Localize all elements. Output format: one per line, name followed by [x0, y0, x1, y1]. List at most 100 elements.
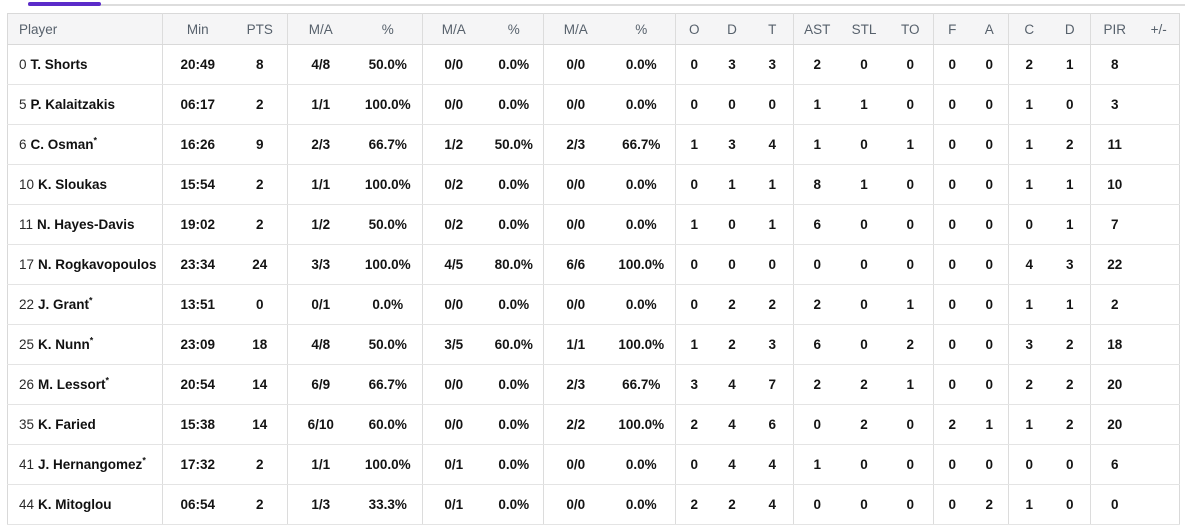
- player-number: 26: [19, 377, 35, 392]
- stat-cell-reb-d: 2: [712, 284, 752, 325]
- column-header-dunks-d: D: [1049, 13, 1091, 45]
- player-cell[interactable]: 6 C. Osman*: [7, 124, 163, 165]
- stat-cell-ft-ma: 2/3: [543, 124, 608, 165]
- stat-cell-reb-t: 0: [751, 244, 794, 285]
- player-cell[interactable]: 44 K. Mitoglou: [7, 484, 163, 525]
- player-cell[interactable]: 41 J. Hernangomez*: [7, 444, 163, 485]
- stat-cell-ast: 6: [793, 324, 841, 365]
- stat-cell-ft-ma: 0/0: [543, 444, 608, 485]
- stat-cell-pir: 20: [1090, 404, 1139, 445]
- player-name[interactable]: K. Mitoglou: [38, 497, 112, 512]
- stat-cell-dunks-d: 1: [1049, 164, 1091, 205]
- player-name[interactable]: K. Sloukas: [38, 177, 108, 192]
- player-name[interactable]: J. Grant: [38, 297, 90, 312]
- stat-cell-dunks-d: 1: [1049, 284, 1091, 325]
- stat-cell-ft-ma: 0/0: [543, 484, 608, 525]
- player-row: 0 T. Shorts 20:49 8 4/8 50.0% 0/0 0.0% 0/0 0.0% 0 3…: [7, 44, 1180, 85]
- stat-cell-pir: 0: [1090, 484, 1139, 525]
- stat-cell-dunks-d: 3: [1049, 244, 1091, 285]
- stat-cell-stl: 0: [840, 244, 888, 285]
- stat-cell-fouls-a: 1: [970, 404, 1009, 445]
- stat-cell-fg2-pct: 50.0%: [353, 44, 423, 85]
- stat-cell-ft-pct: 0.0%: [607, 204, 676, 245]
- stat-cell-reb-t: 1: [751, 204, 794, 245]
- stat-cell-fouls-a: 0: [970, 164, 1009, 205]
- player-name[interactable]: C. Osman: [30, 137, 94, 152]
- stat-cell-plus-minus: [1138, 404, 1180, 445]
- stat-cell-reb-t: 0: [751, 84, 794, 125]
- stat-cell-dunks-c: 2: [1008, 364, 1050, 405]
- player-cell[interactable]: 10 K. Sloukas: [7, 164, 163, 205]
- stat-cell-fouls-f: 0: [933, 444, 971, 485]
- player-cell[interactable]: 0 T. Shorts: [7, 44, 163, 85]
- player-cell[interactable]: 11 N. Hayes-Davis: [7, 204, 163, 245]
- boxscore-table: Player Min PTS M/A% M/A% M/A% O D T AST STL TO F A C D P…: [7, 13, 1180, 525]
- stat-cell-ft-ma: 0/0: [543, 204, 608, 245]
- stat-cell-fg3-pct: 0.0%: [484, 364, 544, 405]
- player-row: 11 N. Hayes-Davis 19:02 2 1/2 50.0% 0/2 0.0% 0/0…: [7, 204, 1180, 245]
- stat-cell-fg2-pct: 60.0%: [353, 404, 423, 445]
- stat-cell-fg2-ma: 1/1: [287, 84, 354, 125]
- player-cell[interactable]: 22 J. Grant*: [7, 284, 163, 325]
- column-header-fg2-pct: %: [353, 13, 423, 45]
- player-cell[interactable]: 5 P. Kalaitzakis: [7, 84, 163, 125]
- stat-cell-stl: 0: [840, 484, 888, 525]
- stat-cell-ft-ma: 0/0: [543, 84, 608, 125]
- stat-cell-plus-minus: [1138, 484, 1180, 525]
- player-cell[interactable]: 25 K. Nunn*: [7, 324, 163, 365]
- starter-mark: *: [105, 375, 110, 386]
- stat-cell-pts: 24: [232, 244, 288, 285]
- stat-cell-pts: 2: [232, 484, 288, 525]
- stat-cell-to: 1: [887, 124, 934, 165]
- stat-cell-ft-pct: 0.0%: [607, 164, 676, 205]
- stat-cell-pir: 8: [1090, 44, 1139, 85]
- stat-cell-fouls-a: 0: [970, 44, 1009, 85]
- player-name[interactable]: N. Rogkavopoulos: [38, 257, 157, 272]
- stat-cell-stl: 0: [840, 444, 888, 485]
- player-cell[interactable]: 17 N. Rogkavopoulos: [7, 244, 163, 285]
- column-header-fg3-pct: %: [484, 13, 544, 45]
- stat-cell-pts: 18: [232, 324, 288, 365]
- player-name[interactable]: K. Faried: [38, 417, 96, 432]
- stat-cell-reb-o: 1: [675, 324, 713, 365]
- player-cell[interactable]: 35 K. Faried: [7, 404, 163, 445]
- stat-cell-plus-minus: [1138, 44, 1180, 85]
- stat-cell-pir: 20: [1090, 364, 1139, 405]
- stat-cell-fg3-ma: 0/2: [422, 204, 485, 245]
- stat-cell-reb-d: 4: [712, 444, 752, 485]
- player-name[interactable]: P. Kalaitzakis: [30, 97, 116, 112]
- stat-cell-fg3-pct: 50.0%: [484, 124, 544, 165]
- stat-cell-fg3-pct: 0.0%: [484, 284, 544, 325]
- player-cell[interactable]: 26 M. Lessort*: [7, 364, 163, 405]
- stat-cell-ast: 1: [793, 124, 841, 165]
- stat-cell-fouls-f: 0: [933, 284, 971, 325]
- stat-cell-reb-o: 0: [675, 84, 713, 125]
- stat-cell-ast: 0: [793, 484, 841, 525]
- stat-cell-stl: 1: [840, 84, 888, 125]
- player-name[interactable]: M. Lessort: [38, 377, 106, 392]
- stat-cell-ast: 1: [793, 444, 841, 485]
- stat-cell-ft-pct: 100.0%: [607, 404, 676, 445]
- player-name[interactable]: N. Hayes-Davis: [37, 217, 135, 232]
- player-name[interactable]: K. Nunn: [38, 337, 90, 352]
- stat-cell-fouls-a: 0: [970, 84, 1009, 125]
- stat-cell-to: 1: [887, 284, 934, 325]
- column-header-reb-o: O: [675, 13, 713, 45]
- player-name[interactable]: T. Shorts: [30, 57, 88, 72]
- stat-cell-fouls-a: 0: [970, 324, 1009, 365]
- stat-cell-min: 23:34: [162, 244, 233, 285]
- stat-cell-ft-pct: 100.0%: [607, 244, 676, 285]
- starter-mark: *: [142, 455, 146, 466]
- player-row: 44 K. Mitoglou 06:54 2 1/3 33.3% 0/1 0.0% 0/0 0.0…: [7, 484, 1180, 525]
- column-header-fg3-ma: M/A: [422, 13, 485, 45]
- column-header-min: Min: [162, 13, 233, 45]
- column-header-dunks-c: C: [1008, 13, 1050, 45]
- stat-cell-pts: 0: [232, 284, 288, 325]
- stat-cell-stl: 2: [840, 404, 888, 445]
- stat-cell-ast: 2: [793, 364, 841, 405]
- player-name[interactable]: J. Hernangomez: [38, 457, 143, 472]
- stat-cell-fouls-a: 0: [970, 124, 1009, 165]
- tab-strip-underline: [28, 4, 1185, 6]
- stat-cell-pir: 10: [1090, 164, 1139, 205]
- stat-cell-reb-o: 0: [675, 164, 713, 205]
